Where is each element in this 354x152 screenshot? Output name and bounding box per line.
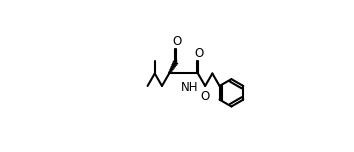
Text: O: O	[200, 90, 210, 103]
Text: O: O	[194, 47, 204, 60]
Text: O: O	[172, 35, 182, 48]
Text: NH: NH	[181, 81, 198, 94]
